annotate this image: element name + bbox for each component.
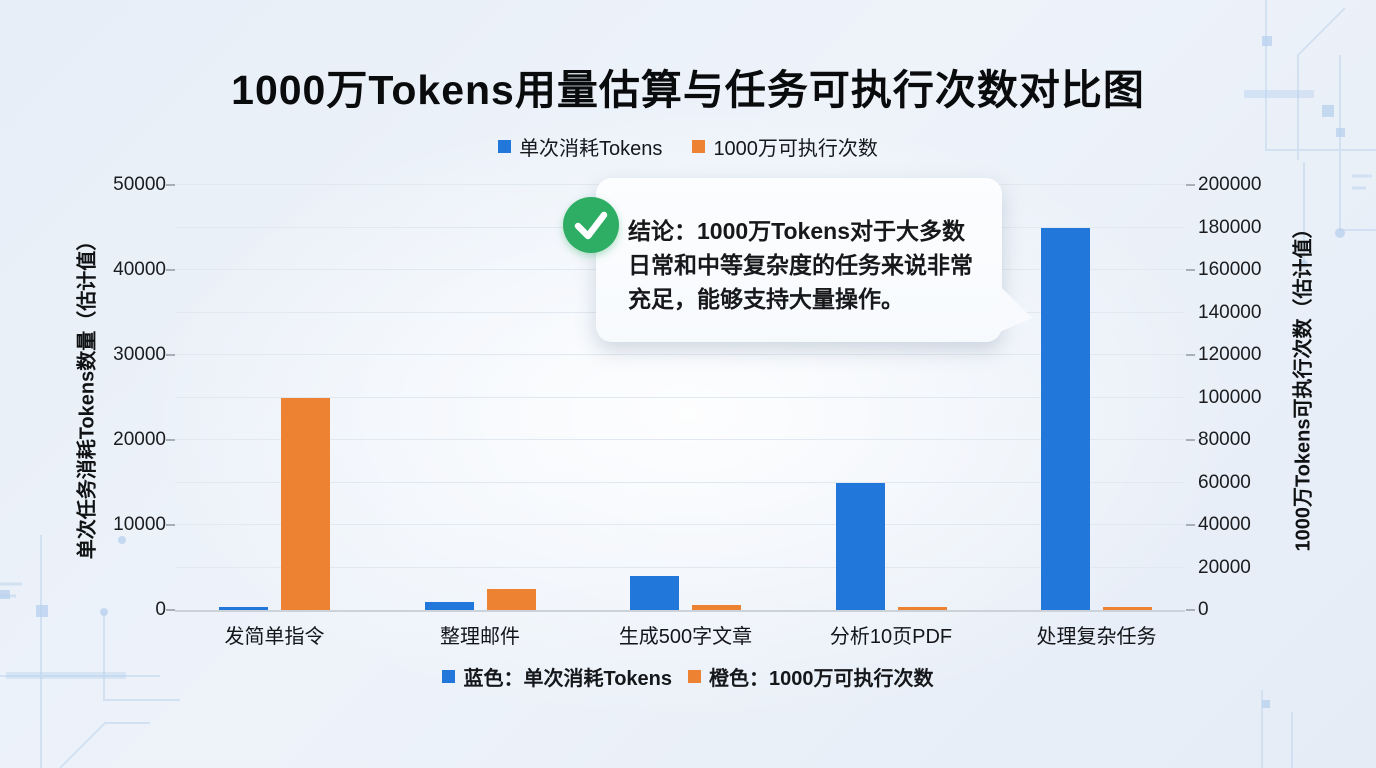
legend-item-label: 单次消耗Tokens — [519, 138, 663, 160]
legend-item-tokens: 单次消耗Tokens — [498, 132, 662, 161]
footer-legend: 蓝色：单次消耗Tokens 橙色：1000万可执行次数 — [0, 662, 1376, 691]
gridline — [175, 439, 1185, 440]
blue-swatch-icon — [498, 140, 512, 153]
bar-tokens — [219, 607, 268, 610]
bar-tokens — [835, 482, 885, 610]
footer-item-label: 橙色：1000万可执行次数 — [709, 668, 934, 690]
page-title: 1000万Tokens用量估算与任务可执行次数对比图 — [231, 67, 1145, 113]
conclusion-callout — [596, 178, 1002, 342]
bar-executions — [897, 607, 947, 610]
bar-tokens — [630, 576, 679, 610]
callout-text-line: 日常和中等复杂度的任务来说非常 — [628, 252, 973, 278]
gridline — [175, 481, 1185, 483]
callout-text-line: 结论：1000万Tokens对于大多数 — [628, 218, 965, 244]
bar-executions — [486, 588, 536, 610]
bar-executions — [692, 604, 741, 610]
callout-text: 结论：1000万Tokens对于大多数 日常和中等复杂度的任务来说非常 充足，能… — [628, 214, 988, 316]
legend-item-executions: 1000万可执行次数 — [692, 132, 878, 161]
footer-item-blue: 蓝色：单次消耗Tokens — [442, 662, 672, 691]
footer-item-label: 蓝色：单次消耗Tokens — [463, 668, 673, 690]
gridline — [175, 354, 1185, 355]
bar-executions — [1103, 607, 1152, 610]
check-icon — [563, 197, 619, 253]
footer-item-orange: 橙色：1000万可执行次数 — [688, 662, 934, 691]
gridline — [175, 396, 1185, 398]
gridline — [175, 566, 1185, 568]
bar-executions — [281, 397, 330, 610]
bar-tokens — [424, 601, 474, 610]
right-axis-title: 1000万Tokens可执行次数（估计值） — [1292, 218, 1315, 552]
gridline — [175, 524, 1185, 525]
callout-tail — [993, 284, 1032, 335]
orange-swatch-icon — [688, 670, 702, 683]
bar-tokens — [1041, 227, 1090, 610]
left-axis-title: 单次任务消耗Tokens数量（估计值） — [76, 230, 99, 560]
callout-text-line: 充足，能够支持大量操作。 — [628, 286, 904, 312]
blue-swatch-icon — [442, 670, 456, 683]
legend-item-label: 1000万可执行次数 — [713, 138, 878, 160]
chart-legend: 单次消耗Tokens 1000万可执行次数 — [0, 132, 1376, 161]
orange-swatch-icon — [692, 140, 706, 153]
